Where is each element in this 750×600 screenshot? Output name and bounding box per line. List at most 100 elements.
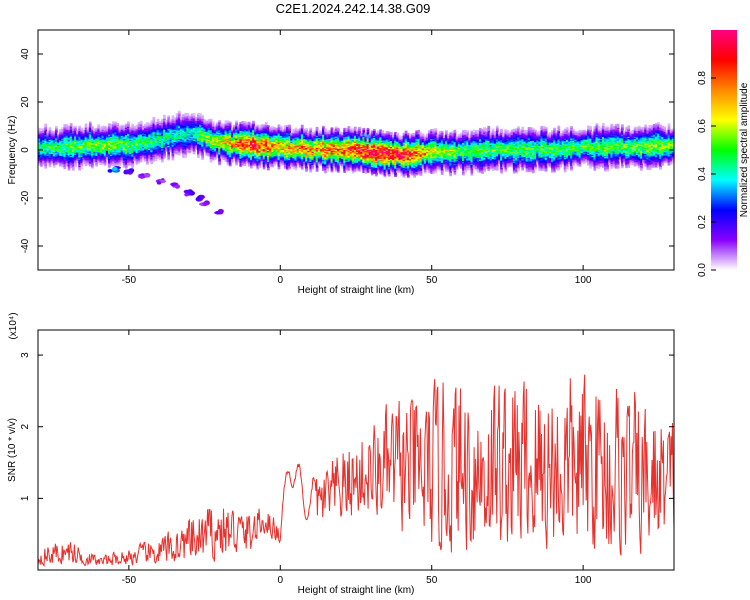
heatmap-cell: [264, 128, 268, 130]
heatmap-cell: [266, 157, 270, 160]
heatmap-cell: [277, 138, 281, 141]
heatmap-cell: [233, 147, 236, 150]
heatmap-cell: [177, 114, 181, 117]
heatmap-cell: [82, 129, 86, 132]
heatmap-cell: [167, 132, 171, 135]
heatmap-cell: [160, 151, 164, 153]
heatmap-cell: [177, 143, 181, 145]
heatmap-cell: [120, 124, 124, 127]
heatmap-cell: [235, 120, 238, 123]
heatmap-cell: [300, 147, 304, 150]
heatmap-cell: [88, 145, 92, 148]
heatmap-cell: [152, 131, 156, 134]
heatmap-cell: [76, 142, 79, 144]
heatmap-cell: [110, 148, 113, 151]
heatmap-cell: [105, 128, 109, 131]
heatmap-cell: [46, 131, 50, 134]
heatmap-cell: [216, 134, 219, 137]
heatmap-cell: [61, 128, 65, 131]
heatmap-cell: [148, 124, 151, 127]
heatmap-cell: [57, 146, 60, 149]
heatmap-cell: [82, 135, 86, 138]
heatmap-cell: [330, 140, 334, 143]
heatmap-cell: [186, 147, 190, 150]
heatmap-cell: [309, 151, 313, 154]
heatmap-cell: [243, 134, 247, 137]
heatmap-cell: [334, 132, 338, 135]
heatmap-cell: [82, 153, 86, 156]
heatmap-cell: [63, 163, 67, 166]
heatmap-cell: [264, 148, 268, 151]
heatmap-cell: [167, 158, 171, 161]
heatmap-cell: [105, 133, 109, 136]
heatmap-cell: [105, 136, 109, 139]
heatmap-cell: [78, 129, 81, 132]
heatmap-cell: [42, 160, 45, 163]
heatmap-cell: [91, 142, 94, 145]
heatmap-cell: [201, 138, 204, 141]
heatmap-cell: [137, 123, 141, 126]
heatmap-cell: [328, 144, 332, 147]
heatmap-cell: [175, 137, 179, 140]
heatmap-cell: [40, 149, 43, 152]
heatmap-cell: [226, 126, 230, 129]
heatmap-cell: [114, 147, 118, 150]
heatmap-cell: [254, 139, 257, 142]
heatmap-cell: [283, 148, 287, 150]
heatmap-cell: [239, 141, 243, 144]
heatmap-cell: [63, 140, 67, 143]
heatmap-cell: [184, 114, 187, 116]
heatmap-cell: [150, 132, 154, 135]
heatmap-cell: [279, 161, 283, 164]
heatmap-cell: [190, 148, 194, 151]
heatmap-cell: [182, 134, 185, 137]
heatmap-cell: [283, 143, 287, 146]
heatmap-cell: [133, 152, 137, 155]
heatmap-cell: [180, 142, 183, 145]
heatmap-cell: [277, 150, 281, 153]
heatmap-cell: [317, 139, 321, 142]
heatmap-cell: [264, 140, 268, 142]
heatmap-cell: [107, 142, 111, 145]
heatmap-cell: [256, 165, 260, 168]
heatmap-cell: [286, 146, 289, 149]
heatmap-cell: [139, 145, 143, 148]
heatmap-cell: [169, 150, 173, 153]
heatmap-cell: [184, 151, 187, 154]
heatmap-cell: [298, 142, 302, 145]
heatmap-cell: [88, 137, 92, 139]
heatmap-cell: [271, 152, 274, 155]
heatmap-cell: [307, 139, 310, 142]
heatmap-cell: [99, 161, 103, 163]
heatmap-cell: [190, 123, 194, 125]
heatmap-cell: [67, 128, 71, 131]
heatmap-cell: [317, 149, 321, 152]
heatmap-cell: [313, 164, 317, 166]
heatmap-cell: [76, 130, 79, 132]
heatmap-cell: [317, 137, 321, 140]
heatmap-cell: [74, 144, 77, 147]
heatmap-cell: [78, 132, 81, 135]
heatmap-cell: [46, 142, 50, 144]
heatmap-cell: [71, 147, 75, 150]
heatmap-cell: [307, 153, 310, 156]
heatmap-cell: [42, 147, 45, 149]
heatmap-cell: [279, 142, 283, 145]
heatmap-cell: [71, 151, 75, 153]
heatmap-cell: [112, 130, 115, 133]
heatmap-cell: [319, 140, 323, 142]
heatmap-cell: [256, 143, 260, 146]
heatmap-cell: [351, 144, 355, 146]
heatmap-cell: [283, 154, 287, 156]
heatmap-cell: [59, 151, 62, 154]
heatmap-cell: [48, 164, 52, 167]
heatmap-cell: [309, 170, 313, 173]
heatmap-cell: [241, 129, 245, 132]
heatmap-cell: [180, 136, 183, 139]
heatmap-cell: [247, 145, 251, 148]
heatmap-cell: [294, 157, 298, 160]
heatmap-cell: [188, 137, 192, 140]
heatmap-cell: [258, 157, 262, 160]
heatmap-cell: [207, 120, 211, 122]
heatmap-cell: [124, 129, 128, 132]
